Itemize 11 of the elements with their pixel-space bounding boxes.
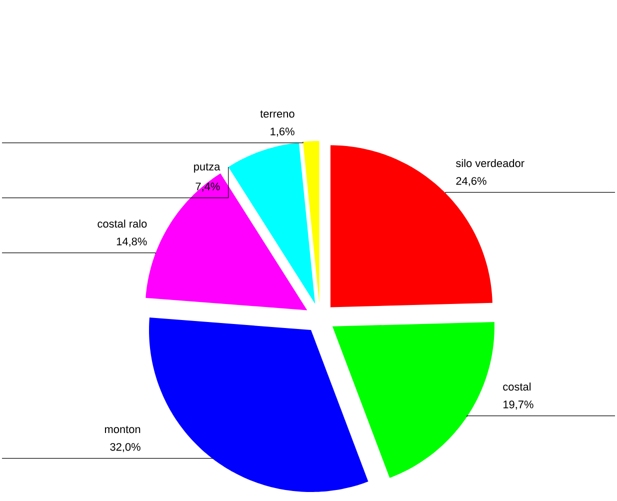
data-label: 14,8% (116, 238, 147, 247)
data-label: 1,6% (270, 128, 294, 137)
slice-label: silo verdeador (456, 159, 524, 168)
slice-label: terreno (260, 110, 294, 118)
data-label: 19,7% (503, 400, 534, 410)
slice-label: costal (503, 382, 531, 391)
slice-label: putza (194, 163, 220, 173)
slice-label: monton (104, 426, 140, 434)
data-label: 32,0% (110, 443, 140, 452)
slice-label: costal ralo (98, 220, 147, 228)
data-label: 24,6% (456, 177, 486, 186)
